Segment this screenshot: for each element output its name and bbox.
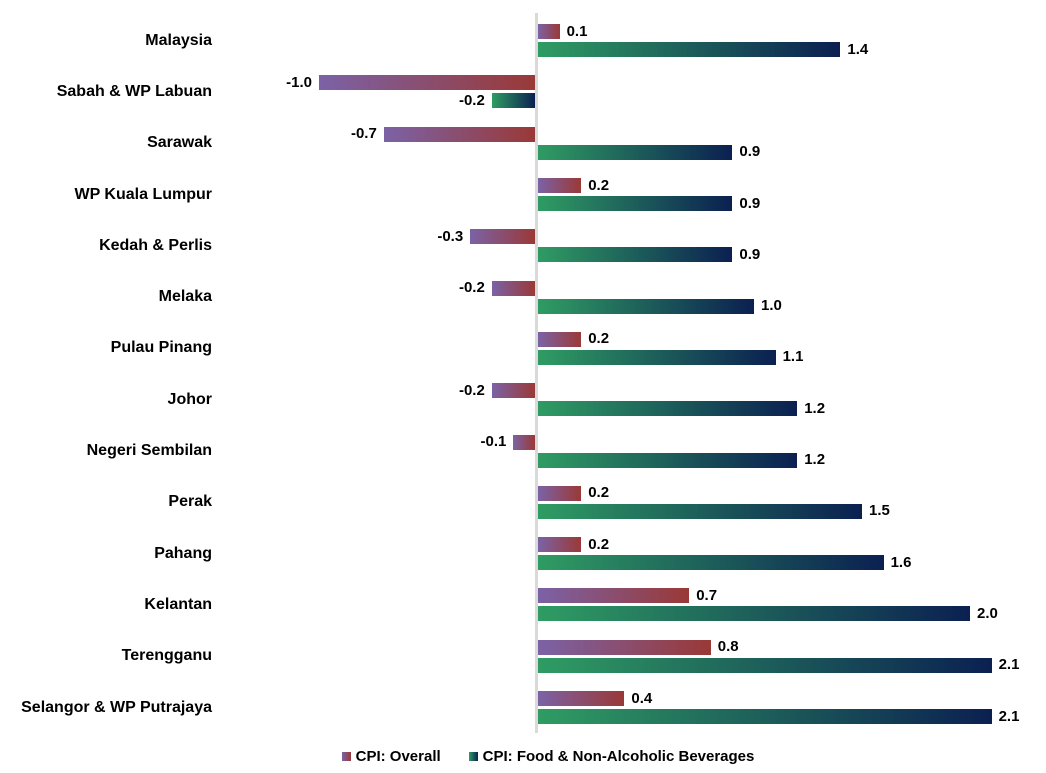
category-label: Johor: [167, 390, 212, 408]
category-label: Sabah & WP Labuan: [56, 82, 212, 100]
value-label: 0.2: [588, 535, 610, 553]
bar-cpi-food: [538, 503, 862, 519]
value-label: -0.2: [458, 381, 485, 399]
bar-cpi-overall: [538, 178, 582, 194]
value-label: 2.1: [998, 707, 1020, 725]
bar-cpi-overall: [538, 588, 690, 604]
bar-cpi-food: [538, 709, 992, 725]
bar-cpi-overall: [538, 24, 560, 40]
bar-cpi-overall: [513, 434, 535, 450]
category-label: Malaysia: [145, 31, 212, 49]
bar-cpi-food: [538, 196, 733, 212]
bar-cpi-overall: [319, 75, 535, 91]
bar-cpi-food: [538, 349, 776, 365]
value-label: 1.5: [869, 502, 890, 520]
value-label: -0.2: [458, 91, 485, 109]
category-label: Kelantan: [144, 595, 212, 613]
category-label: Sarawak: [147, 134, 212, 152]
bar-cpi-overall: [538, 537, 582, 553]
category-axis-line: [535, 13, 538, 734]
value-label: 0.2: [588, 330, 610, 348]
bar-cpi-overall: [491, 383, 535, 399]
value-label: 1.1: [782, 348, 804, 366]
value-label: 1.2: [804, 451, 826, 469]
value-label: 2.0: [977, 604, 998, 622]
category-label: Selangor & WP Putrajaya: [21, 698, 212, 716]
bar-cpi-food: [538, 247, 733, 263]
legend-swatch-food-icon: [468, 752, 478, 761]
category-label: Perak: [168, 493, 212, 511]
legend: CPI: Overall CPI: Food & Non-Alcoholic B…: [0, 748, 1046, 765]
legend-label-overall: CPI: Overall: [355, 748, 441, 765]
bar-cpi-food: [538, 657, 992, 673]
value-label: -0.3: [437, 227, 464, 245]
category-label: WP Kuala Lumpur: [74, 185, 213, 203]
value-label: -0.2: [458, 279, 485, 297]
bar-cpi-overall: [538, 691, 625, 707]
bar-cpi-overall: [470, 229, 535, 245]
category-label: Terengganu: [121, 647, 212, 665]
value-label: 0.2: [588, 176, 610, 194]
value-label: 0.9: [739, 143, 761, 161]
value-label: -1.0: [286, 73, 312, 91]
value-label: 1.4: [847, 40, 869, 58]
plot-area: Malaysia 0.1 1.4 Sabah & WP Labuan -1.0 -0.2 S…: [21, 13, 1020, 734]
legend-swatch-overall-icon: [341, 752, 351, 761]
bar-cpi-food: [491, 93, 535, 109]
bar-cpi-food: [538, 555, 884, 571]
value-label: 0.2: [588, 484, 610, 502]
value-label: 0.9: [739, 194, 761, 212]
bar-cpi-food: [538, 144, 733, 160]
legend-item-cpi-food: CPI: Food & Non-Alcoholic Beverages: [468, 748, 755, 765]
value-label: 0.9: [739, 245, 761, 263]
category-label: Negeri Sembilan: [86, 442, 212, 460]
category-label: Pulau Pinang: [110, 339, 212, 357]
legend-label-food: CPI: Food & Non-Alcoholic Beverages: [482, 748, 755, 765]
value-label: 1.2: [804, 399, 826, 417]
bar-cpi-food: [538, 452, 798, 468]
value-label: 1.0: [761, 297, 782, 315]
category-label: Kedah & Perlis: [99, 236, 212, 254]
bar-cpi-overall: [538, 639, 711, 655]
bar-cpi-overall: [538, 331, 582, 347]
category-label: Melaka: [158, 288, 212, 306]
value-label: -0.1: [480, 433, 507, 451]
bar-cpi-food: [538, 42, 841, 58]
bar-cpi-overall: [538, 485, 582, 501]
legend-item-cpi-overall: CPI: Overall: [341, 748, 441, 765]
value-label: 2.1: [998, 656, 1020, 674]
bar-cpi-food: [538, 401, 798, 417]
bar-cpi-food: [538, 606, 970, 622]
value-label: 0.7: [696, 586, 718, 604]
value-label: -0.7: [350, 125, 377, 143]
category-label: Pahang: [154, 544, 212, 562]
value-label: 0.4: [631, 689, 653, 707]
bar-cpi-food: [538, 298, 754, 314]
value-label: 0.1: [566, 22, 588, 40]
value-label: 0.8: [717, 638, 739, 656]
value-label: 1.6: [890, 553, 912, 571]
bar-cpi-overall: [383, 126, 535, 142]
bar-cpi-overall: [491, 280, 535, 296]
